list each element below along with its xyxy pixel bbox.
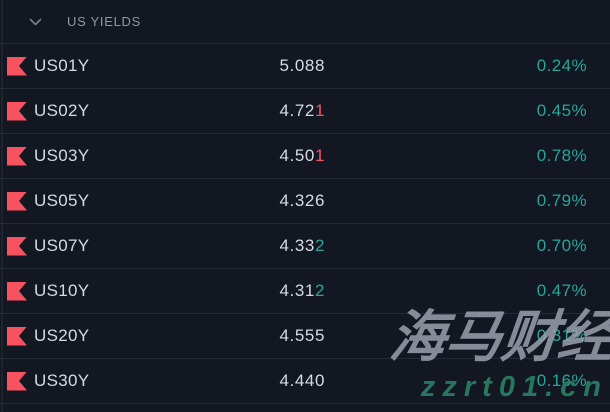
symbol-label: US20Y: [34, 326, 90, 345]
symbol-label: US05Y: [34, 191, 90, 210]
change-percent: 0.47%: [536, 281, 587, 300]
symbol-label: US30Y: [34, 371, 90, 390]
watchlist-rows: US01Y 5.088 0.24% US02Y 4.721 0.45% US03…: [0, 44, 610, 404]
yield-value: 4.721: [279, 101, 325, 120]
panel-edge-divider: [1, 0, 3, 412]
flag-icon[interactable]: [7, 101, 27, 121]
watchlist-header[interactable]: US YIELDS: [0, 0, 610, 44]
table-row[interactable]: US10Y 4.312 0.47%: [0, 269, 610, 314]
yield-value: 4.326: [279, 191, 325, 210]
yield-value: 4.555: [279, 326, 325, 345]
watchlist-title: US YIELDS: [67, 14, 141, 29]
table-row[interactable]: US05Y 4.326 0.79%: [0, 179, 610, 224]
change-percent: 0.79%: [536, 191, 587, 210]
symbol-cell: US01Y: [7, 56, 207, 76]
symbol-label: US01Y: [34, 56, 90, 75]
yield-value: 4.501: [279, 146, 325, 165]
table-row[interactable]: US01Y 5.088 0.24%: [0, 44, 610, 89]
symbol-cell: US02Y: [7, 101, 207, 121]
symbol-cell: US20Y: [7, 326, 207, 346]
flag-icon[interactable]: [7, 326, 27, 346]
symbol-cell: US10Y: [7, 281, 207, 301]
symbol-label: US03Y: [34, 146, 90, 165]
yield-value: 5.088: [279, 56, 325, 75]
yield-value: 4.312: [279, 281, 325, 300]
change-percent: 0.16%: [536, 371, 587, 390]
symbol-cell: US03Y: [7, 146, 207, 166]
change-percent: 0.70%: [536, 236, 587, 255]
symbol-cell: US30Y: [7, 371, 207, 391]
flag-icon[interactable]: [7, 56, 27, 76]
table-row[interactable]: US20Y 4.555 0.31%: [0, 314, 610, 359]
flag-icon[interactable]: [7, 191, 27, 211]
change-percent: 0.24%: [536, 56, 587, 75]
flag-icon[interactable]: [7, 236, 27, 256]
symbol-label: US07Y: [34, 236, 90, 255]
yield-value: 4.332: [279, 236, 325, 255]
change-percent: 0.78%: [536, 146, 587, 165]
symbol-label: US02Y: [34, 101, 90, 120]
yield-value: 4.440: [279, 371, 325, 390]
flag-icon[interactable]: [7, 146, 27, 166]
table-row[interactable]: US03Y 4.501 0.78%: [0, 134, 610, 179]
symbol-cell: US05Y: [7, 191, 207, 211]
chevron-down-icon[interactable]: [29, 18, 42, 26]
change-percent: 0.31%: [536, 326, 587, 345]
flag-icon[interactable]: [7, 371, 27, 391]
table-row[interactable]: US30Y 4.440 0.16%: [0, 359, 610, 404]
symbol-cell: US07Y: [7, 236, 207, 256]
change-percent: 0.45%: [536, 101, 587, 120]
table-row[interactable]: US02Y 4.721 0.45%: [0, 89, 610, 134]
symbol-label: US10Y: [34, 281, 90, 300]
table-row[interactable]: US07Y 4.332 0.70%: [0, 224, 610, 269]
flag-icon[interactable]: [7, 281, 27, 301]
